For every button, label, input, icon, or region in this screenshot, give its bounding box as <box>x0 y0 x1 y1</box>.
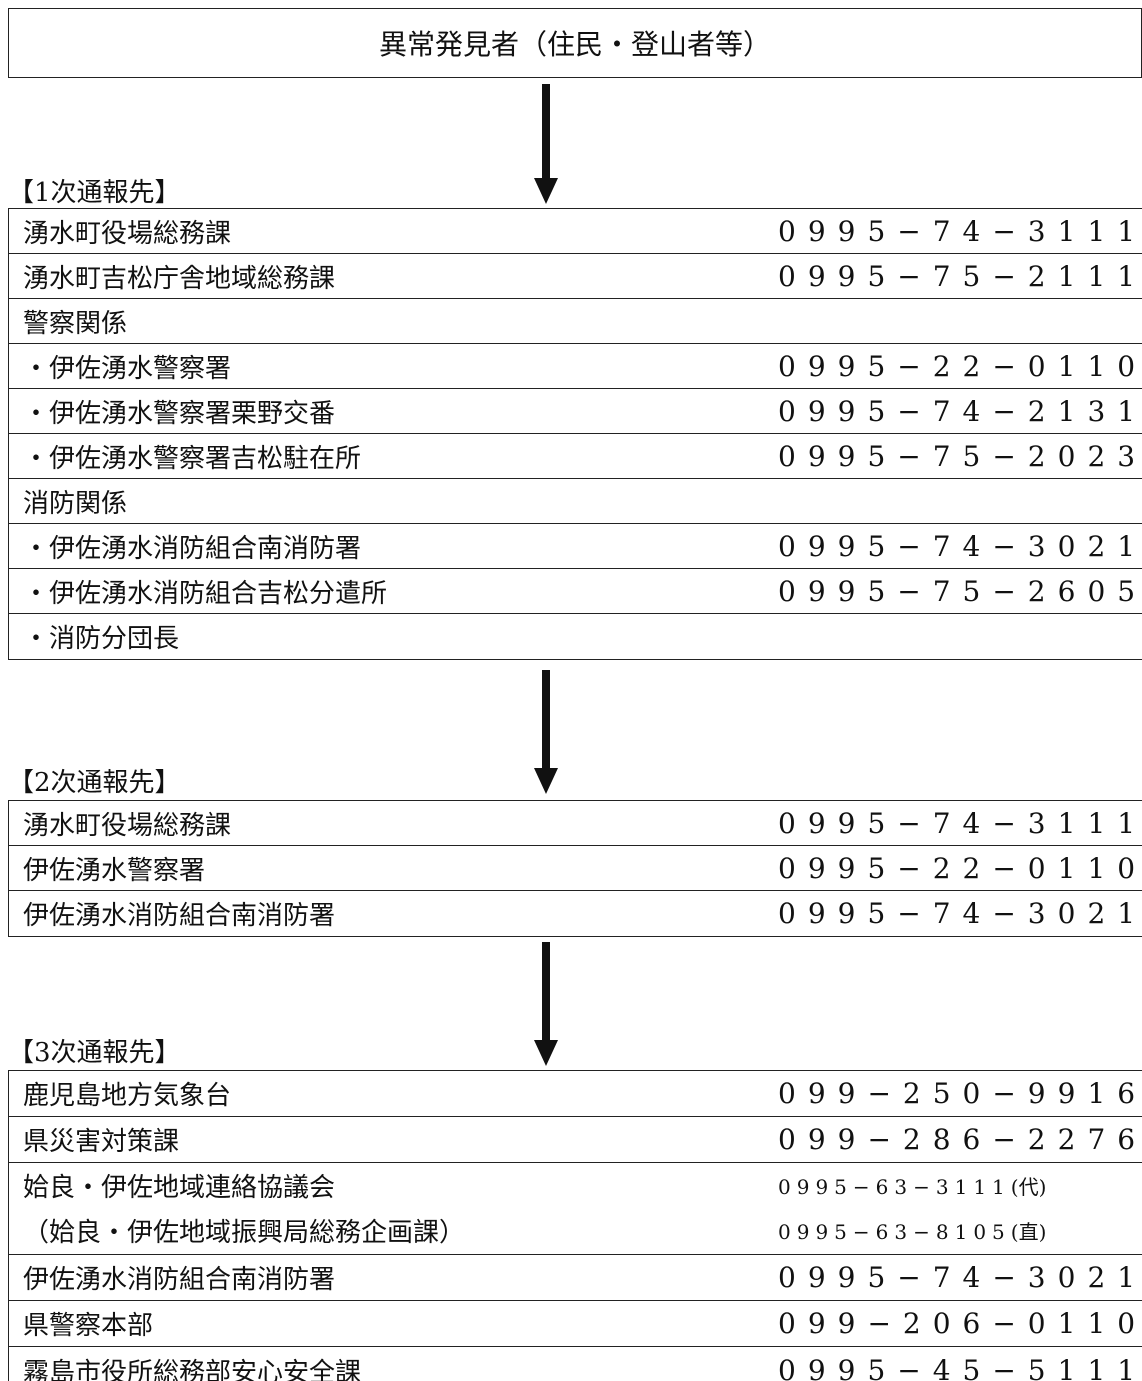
contact-name: 伊佐湧水警察署 <box>23 855 206 886</box>
contact-name: 霧島市役所総務部安心安全課 <box>23 1357 362 1381</box>
contact-name: 県警察本部 <box>23 1311 154 1341</box>
down-arrow-icon <box>534 670 558 795</box>
sub-row: （姶良・伊佐地域振興局総務企画課） 0995−63−8105(直) <box>9 1208 1142 1253</box>
contact-name: ・伊佐湧水警察署 <box>23 353 232 384</box>
sub-row: 姶良・伊佐地域連絡協議会 0995−63−3111(代) <box>9 1163 1142 1208</box>
table-row: 伊佐湧水警察署 0995−22−0110 <box>9 846 1142 891</box>
section-label-1: 【1次通報先】 <box>8 178 181 208</box>
table-row: ・伊佐湧水警察署 0995−22−0110 <box>9 344 1142 389</box>
table-row: 伊佐湧水消防組合南消防署 0995−74−3021 <box>9 1255 1142 1301</box>
table-row: ・伊佐湧水警察署吉松駐在所 0995−75−2023 <box>9 434 1142 479</box>
contact-phone: 0995−74−3021 <box>778 897 1142 930</box>
table-row: 姶良・伊佐地域連絡協議会 0995−63−3111(代) （姶良・伊佐地域振興局… <box>9 1163 1142 1255</box>
contact-name: 消防関係 <box>23 488 128 519</box>
contact-name-sub: （姶良・伊佐地域振興局総務企画課） <box>23 1218 466 1248</box>
contact-name: 湧水町役場総務課 <box>23 218 232 249</box>
down-arrow-icon <box>534 942 558 1067</box>
contact-phone: 0995−75−2111 <box>778 259 1142 293</box>
contact-name: ・伊佐湧水警察署吉松駐在所 <box>23 443 362 474</box>
contact-phone: 099−206−0110 <box>778 1307 1142 1340</box>
contact-phone: 0995−22−0110 <box>778 851 1142 885</box>
table-row: 県警察本部 099−206−0110 <box>9 1301 1142 1347</box>
contact-name: ・伊佐湧水消防組合南消防署 <box>23 533 362 564</box>
contact-phone: 0995−63−3111(代) <box>774 1171 1142 1200</box>
phone-suffix: (直) <box>1010 1220 1047 1244</box>
contact-phone: 0995−74−3111 <box>778 214 1142 248</box>
origin-label: 異常発見者（住民・登山者等） <box>378 28 771 61</box>
contact-name: ・伊佐湧水消防組合吉松分遣所 <box>23 578 388 609</box>
table-row: ・消防分団長 <box>9 614 1142 659</box>
contact-phone: 0995−74−3021 <box>778 1261 1142 1294</box>
table-row: 伊佐湧水消防組合南消防署 0995−74−3021 <box>9 891 1142 936</box>
contact-phone: 0995−22−0110 <box>778 349 1142 383</box>
section-label-3: 【3次通報先】 <box>8 1038 181 1068</box>
section-label-2: 【2次通報先】 <box>8 768 181 798</box>
contact-phone: 099−286−2276 <box>778 1123 1142 1156</box>
contact-name: 湧水町役場総務課 <box>23 810 232 841</box>
contact-name: 警察関係 <box>23 308 128 339</box>
contact-phone: 0995−74−2131 <box>778 394 1142 428</box>
table-row: 警察関係 <box>9 299 1142 344</box>
phone-suffix: (代) <box>1010 1175 1047 1199</box>
table-row: ・伊佐湧水消防組合吉松分遣所 0995−75−2605 <box>9 569 1142 614</box>
contact-name: 姶良・伊佐地域連絡協議会 <box>23 1173 336 1203</box>
table-row: 鹿児島地方気象台 099−250−9916 <box>9 1071 1142 1117</box>
contact-phone: 099−250−9916 <box>778 1077 1142 1110</box>
down-arrow-icon <box>534 84 558 204</box>
contact-phone: 0995−75−2605 <box>778 574 1142 608</box>
contact-table-1: 湧水町役場総務課 0995−74−3111 湧水町吉松庁舎地域総務課 0995−… <box>8 208 1142 660</box>
origin-box: 異常発見者（住民・登山者等） <box>8 8 1142 78</box>
contact-phone-number: 0995−63−8105 <box>778 1220 1011 1244</box>
contact-name: ・伊佐湧水警察署栗野交番 <box>23 398 336 429</box>
contact-phone-number: 0995−63−3111 <box>778 1175 1011 1199</box>
table-row: 霧島市役所総務部安心安全課 0995−45−5111 <box>9 1347 1142 1381</box>
contact-name: ・消防分団長 <box>23 624 180 654</box>
contact-phone: 0995−74−3021 <box>778 529 1142 563</box>
table-row: 湧水町吉松庁舎地域総務課 0995−75−2111 <box>9 254 1142 299</box>
contact-name: 県災害対策課 <box>23 1127 180 1157</box>
table-row: ・伊佐湧水警察署栗野交番 0995−74−2131 <box>9 389 1142 434</box>
contact-phone: 0995−74−3111 <box>778 806 1142 840</box>
table-row: 消防関係 <box>9 479 1142 524</box>
contact-name: 湧水町吉松庁舎地域総務課 <box>23 263 336 294</box>
contact-table-3: 鹿児島地方気象台 099−250−9916 県災害対策課 099−286−227… <box>8 1070 1142 1381</box>
table-row: 県災害対策課 099−286−2276 <box>9 1117 1142 1163</box>
contact-phone: 0995−45−5111 <box>778 1353 1142 1381</box>
contact-phone: 0995−75−2023 <box>778 439 1142 473</box>
contact-name: 鹿児島地方気象台 <box>23 1081 232 1111</box>
table-row: 湧水町役場総務課 0995−74−3111 <box>9 801 1142 846</box>
contact-name: 伊佐湧水消防組合南消防署 <box>23 901 336 931</box>
table-row: ・伊佐湧水消防組合南消防署 0995−74−3021 <box>9 524 1142 569</box>
table-row: 湧水町役場総務課 0995−74−3111 <box>9 209 1142 254</box>
contact-name: 伊佐湧水消防組合南消防署 <box>23 1265 336 1295</box>
contact-phone: 0995−63−8105(直) <box>774 1216 1142 1245</box>
contact-table-2: 湧水町役場総務課 0995−74−3111 伊佐湧水警察署 0995−22−01… <box>8 800 1142 937</box>
